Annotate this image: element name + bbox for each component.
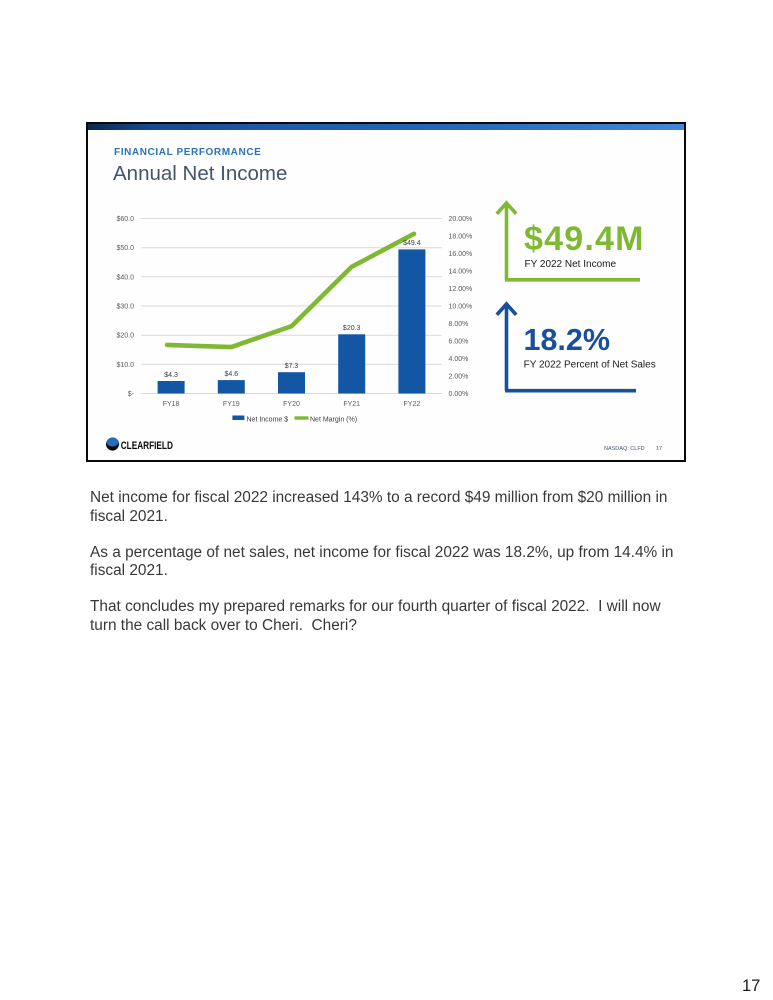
svg-text:$40.0: $40.0: [116, 274, 134, 281]
svg-text:FY18: FY18: [163, 401, 180, 408]
svg-text:4.00%: 4.00%: [449, 356, 469, 363]
svg-text:FY21: FY21: [343, 401, 360, 408]
svg-text:Net Margin (%): Net Margin (%): [310, 417, 357, 424]
svg-text:12.00%: 12.00%: [449, 286, 473, 293]
svg-text:$30.0: $30.0: [116, 304, 134, 311]
svg-text:$-: $-: [128, 391, 135, 398]
svg-text:$49.4: $49.4: [403, 240, 421, 247]
svg-text:20.00%: 20.00%: [449, 216, 473, 223]
svg-text:CLEARFIELD: CLEARFIELD: [121, 440, 173, 452]
svg-text:0.00%: 0.00%: [449, 391, 469, 398]
svg-text:FY 2022 Net Income: FY 2022 Net Income: [525, 259, 617, 270]
svg-text:6.00%: 6.00%: [449, 339, 469, 346]
svg-text:FY22: FY22: [404, 401, 421, 408]
svg-text:14.00%: 14.00%: [449, 269, 473, 276]
svg-text:16.00%: 16.00%: [449, 251, 473, 258]
svg-text:$10.0: $10.0: [116, 362, 134, 369]
svg-text:Net Income $: Net Income $: [247, 417, 289, 424]
svg-text:17: 17: [656, 446, 662, 452]
svg-text:$49.4M: $49.4M: [524, 220, 645, 258]
svg-text:18.2%: 18.2%: [524, 323, 610, 357]
svg-text:$4.6: $4.6: [224, 371, 238, 378]
svg-text:10.00%: 10.00%: [449, 304, 473, 311]
svg-text:$20.0: $20.0: [116, 333, 134, 340]
svg-text:$4.3: $4.3: [164, 372, 178, 379]
svg-text:18.00%: 18.00%: [449, 234, 473, 241]
svg-text:$20.3: $20.3: [343, 325, 361, 332]
svg-text:8.00%: 8.00%: [449, 321, 469, 328]
svg-text:NASDAQ: CLFD: NASDAQ: CLFD: [604, 446, 645, 452]
svg-text:$7.3: $7.3: [285, 363, 299, 370]
svg-text:$50.0: $50.0: [116, 245, 134, 252]
svg-text:FY20: FY20: [283, 401, 300, 408]
svg-text:2.00%: 2.00%: [449, 374, 469, 381]
svg-text:FY 2022 Percent of Net Sales: FY 2022 Percent of Net Sales: [524, 360, 656, 371]
svg-text:$60.0: $60.0: [116, 216, 134, 223]
svg-text:FY19: FY19: [223, 401, 240, 408]
